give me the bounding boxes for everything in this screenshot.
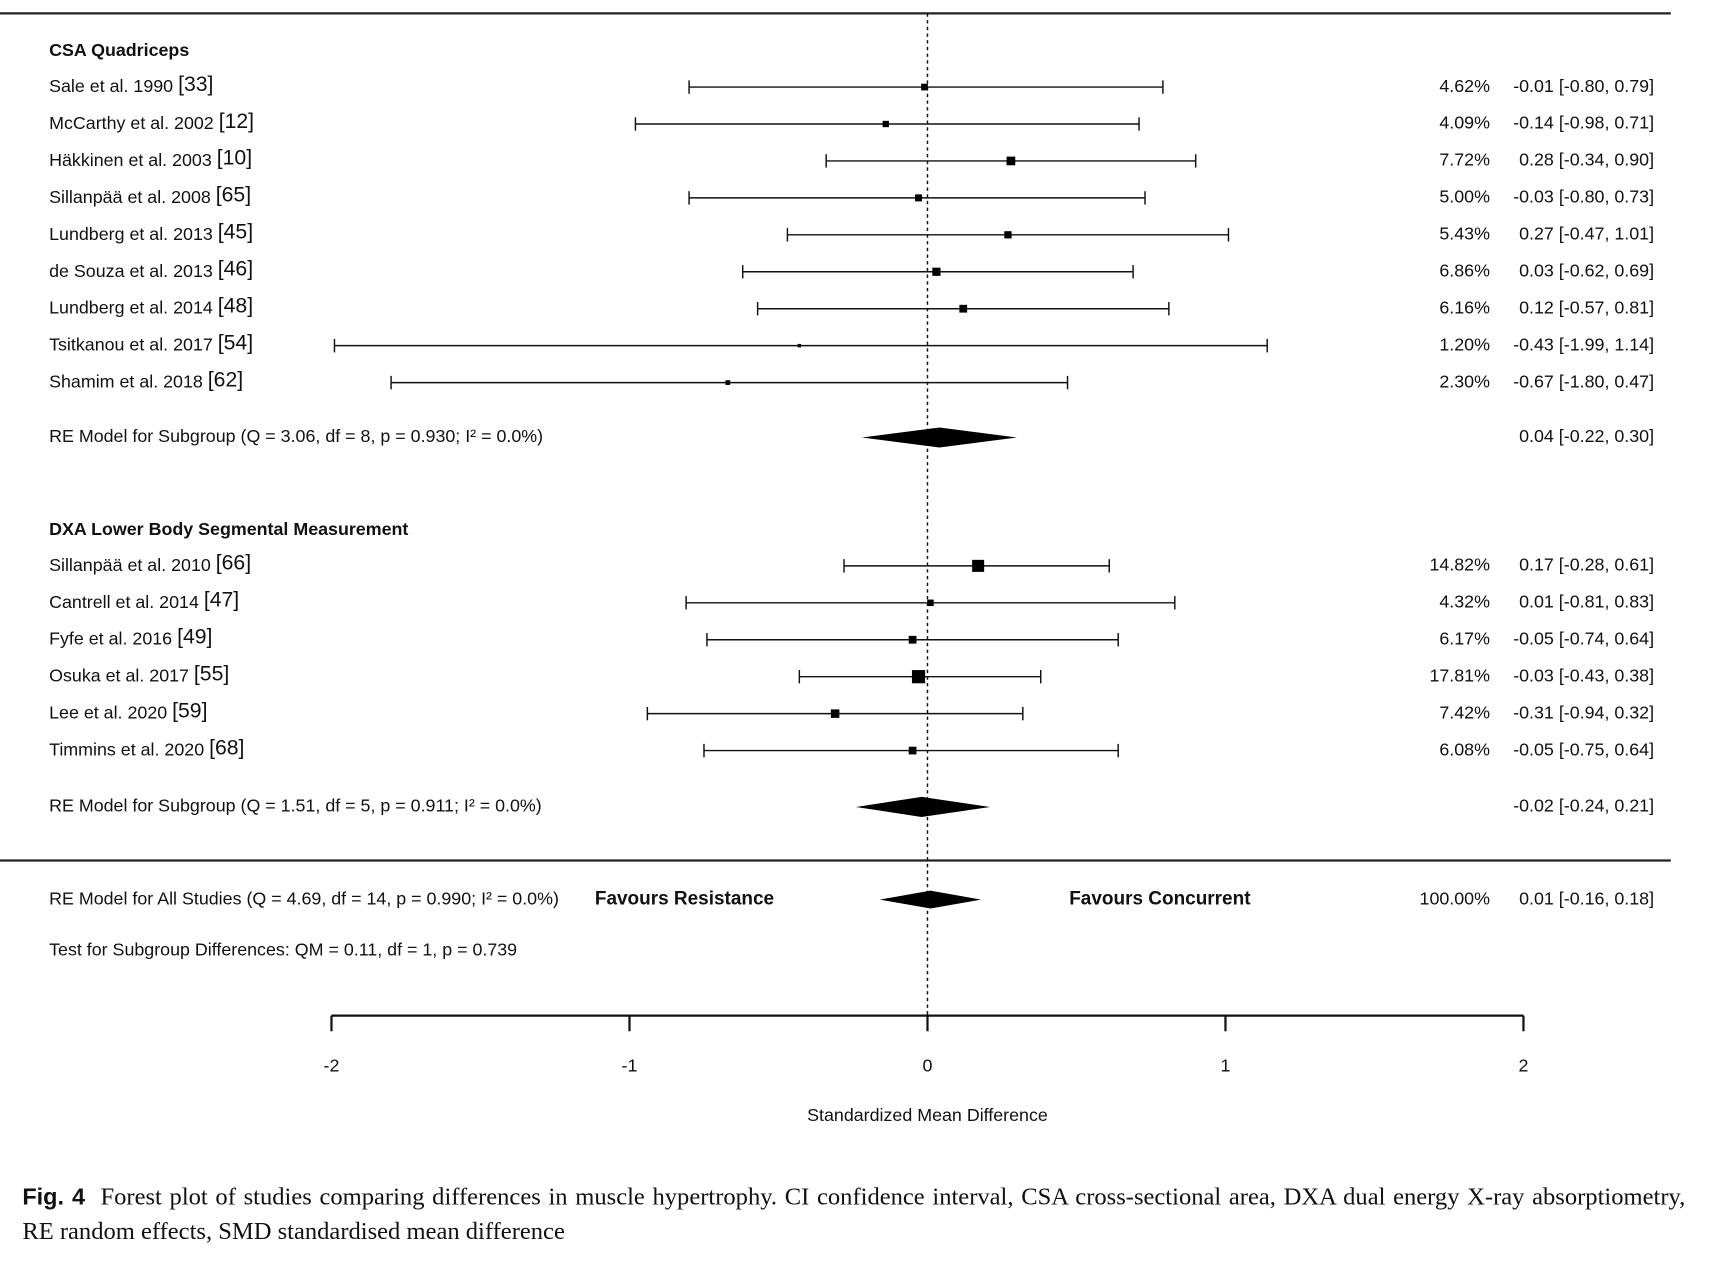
weight-value: 7.72% <box>1439 150 1490 170</box>
subgroup-ci-value: -0.02 [-0.24, 0.21] <box>1513 796 1654 816</box>
point-estimate <box>927 599 934 607</box>
point-estimate <box>830 709 840 718</box>
study-label: Lundberg et al. 2013 [45] <box>49 220 253 243</box>
x-tick-label: -2 <box>324 1056 340 1076</box>
study-label: Cantrell et al. 2014 [47] <box>49 588 239 611</box>
study-label: Sillanpää et al. 2010 [66] <box>49 551 251 574</box>
x-tick-label: 0 <box>923 1056 933 1076</box>
study-label: de Souza et al. 2013 [46] <box>49 257 253 280</box>
point-estimate <box>911 670 926 684</box>
study-label: Osuka et al. 2017 [55] <box>49 662 229 685</box>
point-estimate <box>932 267 941 276</box>
weight-value: 7.42% <box>1439 702 1490 722</box>
ci-value: 0.27 [-0.47, 1.01] <box>1519 224 1654 244</box>
weight-value: 5.43% <box>1439 224 1490 244</box>
favours-right-label: Favours Concurrent <box>1069 889 1251 910</box>
caption-text: Forest plot of studies comparing differe… <box>22 1181 1686 1245</box>
overall-ci-value: 0.01 [-0.16, 0.18] <box>1519 888 1654 908</box>
ci-value: -0.43 [-1.99, 1.14] <box>1513 334 1654 354</box>
study-label: Timmins et al. 2020 [68] <box>49 736 244 759</box>
point-estimate <box>959 304 968 313</box>
weight-value: 6.17% <box>1439 628 1490 648</box>
study-label: Häkkinen et al. 2003 [10] <box>49 146 252 169</box>
weight-value: 5.00% <box>1439 187 1490 207</box>
study-label: Fyfe et al. 2016 [49] <box>49 625 212 648</box>
point-estimate <box>797 343 802 348</box>
study-label: Lee et al. 2020 [59] <box>49 699 207 722</box>
summary-diamond <box>879 890 982 909</box>
summary-diamond <box>861 427 1017 448</box>
study-label: Sale et al. 1990 [33] <box>49 72 213 95</box>
point-estimate <box>908 746 917 755</box>
overall-re-label: RE Model for All Studies (Q = 4.69, df =… <box>49 888 559 908</box>
study-label: Lundberg et al. 2014 [48] <box>49 294 253 317</box>
subgroup-title: DXA Lower Body Segmental Measurement <box>49 519 408 539</box>
ci-value: 0.17 [-0.28, 0.61] <box>1519 555 1654 575</box>
ci-value: 0.01 [-0.81, 0.83] <box>1519 592 1654 612</box>
subgroup-re-label: RE Model for Subgroup (Q = 3.06, df = 8,… <box>49 426 543 446</box>
ci-value: -0.03 [-0.80, 0.73] <box>1513 187 1654 207</box>
ci-value: 0.12 [-0.57, 0.81] <box>1519 297 1654 317</box>
ci-value: -0.14 [-0.98, 0.71] <box>1513 113 1654 133</box>
study-label: Sillanpää et al. 2008 [65] <box>49 183 251 206</box>
summary-diamond <box>855 796 991 817</box>
weight-value: 4.09% <box>1439 113 1490 133</box>
weight-value: 4.32% <box>1439 592 1490 612</box>
weight-value: 6.16% <box>1439 297 1490 317</box>
weight-value: 6.86% <box>1439 260 1490 280</box>
study-label: Shamim et al. 2018 [62] <box>49 368 243 391</box>
point-estimate <box>921 83 928 91</box>
point-estimate <box>1006 156 1016 166</box>
study-label: Tsitkanou et al. 2017 [54] <box>49 331 253 354</box>
ci-value: 0.28 [-0.34, 0.90] <box>1519 150 1654 170</box>
weight-value: 17.81% <box>1429 665 1490 685</box>
forest-plot: CSA Quadriceps Sale et al. 1990 [33] 4.62%… <box>0 12 1671 1125</box>
ci-value: -0.67 [-1.80, 0.47] <box>1513 371 1654 391</box>
figure-caption: Fig. 4 Forest plot of studies comparing … <box>22 1180 1685 1248</box>
point-estimate <box>882 120 889 128</box>
point-estimate <box>915 194 923 202</box>
x-tick-label: 1 <box>1221 1056 1231 1076</box>
subgroup-title: CSA Quadriceps <box>49 40 189 60</box>
ci-value: -0.01 [-0.80, 0.79] <box>1513 76 1654 96</box>
figure-number: Fig. 4 <box>22 1184 86 1210</box>
ci-value: 0.03 [-0.62, 0.69] <box>1519 260 1654 280</box>
ci-value: -0.31 [-0.94, 0.32] <box>1513 702 1654 722</box>
point-estimate <box>972 559 985 572</box>
point-estimate <box>1004 231 1012 239</box>
ci-value: -0.03 [-0.43, 0.38] <box>1513 665 1654 685</box>
weight-value: 1.20% <box>1439 334 1490 354</box>
ci-value: -0.05 [-0.74, 0.64] <box>1513 628 1654 648</box>
point-estimate <box>908 635 917 644</box>
ci-value: -0.05 [-0.75, 0.64] <box>1513 739 1654 759</box>
weight-value: 14.82% <box>1429 555 1490 575</box>
x-tick-label: 2 <box>1519 1056 1529 1076</box>
favours-left-label: Favours Resistance <box>595 889 774 910</box>
overall-weight: 100.00% <box>1420 888 1491 908</box>
x-axis-label: Standardized Mean Difference <box>807 1105 1048 1125</box>
weight-value: 2.30% <box>1439 371 1490 391</box>
weight-value: 6.08% <box>1439 739 1490 759</box>
x-tick-label: -1 <box>622 1056 638 1076</box>
weight-value: 4.62% <box>1439 76 1490 96</box>
subgroup-test-label: Test for Subgroup Differences: QM = 0.11… <box>49 940 517 960</box>
subgroup-re-label: RE Model for Subgroup (Q = 1.51, df = 5,… <box>49 796 542 816</box>
point-estimate <box>725 380 731 385</box>
study-label: McCarthy et al. 2002 [12] <box>49 109 254 132</box>
subgroup-ci-value: 0.04 [-0.22, 0.30] <box>1519 426 1654 446</box>
